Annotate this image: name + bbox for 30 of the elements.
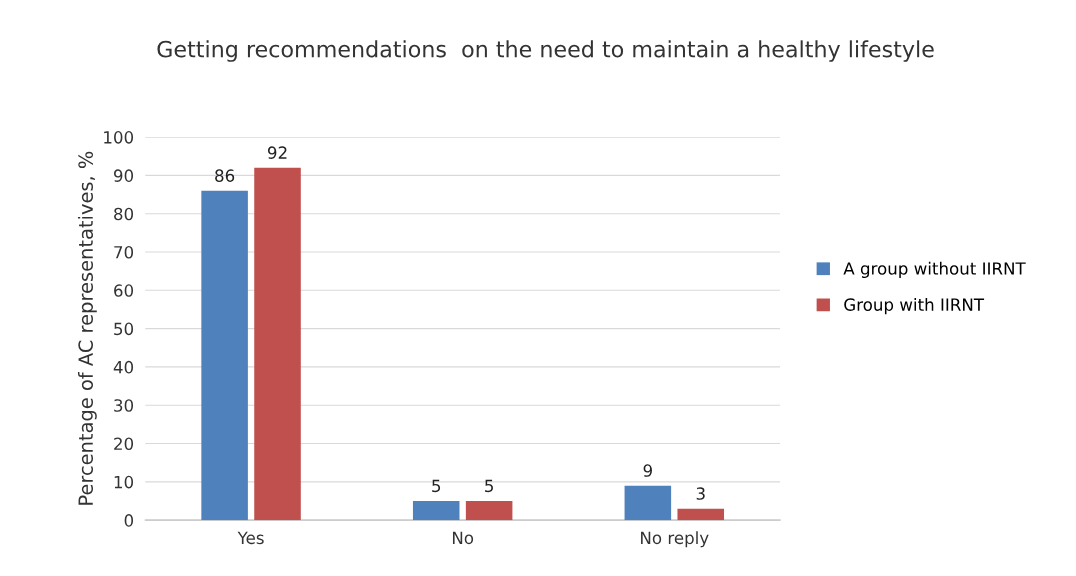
y-tick-label: 50: [114, 322, 134, 336]
legend-label: Group with IIRNT: [844, 298, 985, 315]
y-axis-title: Percentage of AC representatives, %: [77, 151, 97, 505]
y-tick-label: 80: [114, 207, 134, 221]
y-tick-label: 10: [114, 475, 134, 489]
bar: [201, 190, 248, 521]
bar: [465, 500, 513, 521]
x-tick-label: No reply: [641, 531, 709, 548]
x-tick-label: Yes: [237, 531, 264, 545]
bar: [624, 485, 672, 521]
y-tick-label: 100: [104, 131, 134, 144]
bar: [254, 167, 301, 521]
data-label: 92: [267, 146, 287, 159]
y-tick-label: 0: [124, 514, 134, 527]
data-label: 3: [696, 487, 705, 500]
y-tick-label: 60: [114, 284, 134, 297]
data-label: 86: [215, 169, 235, 182]
y-tick-label: 30: [114, 399, 134, 412]
legend-label: A group without IIRNT: [843, 261, 1026, 278]
data-label: 5: [485, 479, 493, 493]
bar: [677, 508, 725, 521]
data-label: 5: [432, 479, 441, 493]
data-label: 9: [643, 464, 652, 477]
y-tick-label: 90: [113, 169, 134, 182]
bar: [412, 500, 460, 521]
chart-title: Getting recommendations on the need to maintain a healthy lifestyle: [157, 40, 934, 62]
y-tick-label: 40: [113, 360, 134, 374]
y-tick-label: 70: [114, 245, 134, 259]
y-tick-label: 20: [114, 437, 134, 451]
x-tick-label: No: [452, 531, 474, 545]
